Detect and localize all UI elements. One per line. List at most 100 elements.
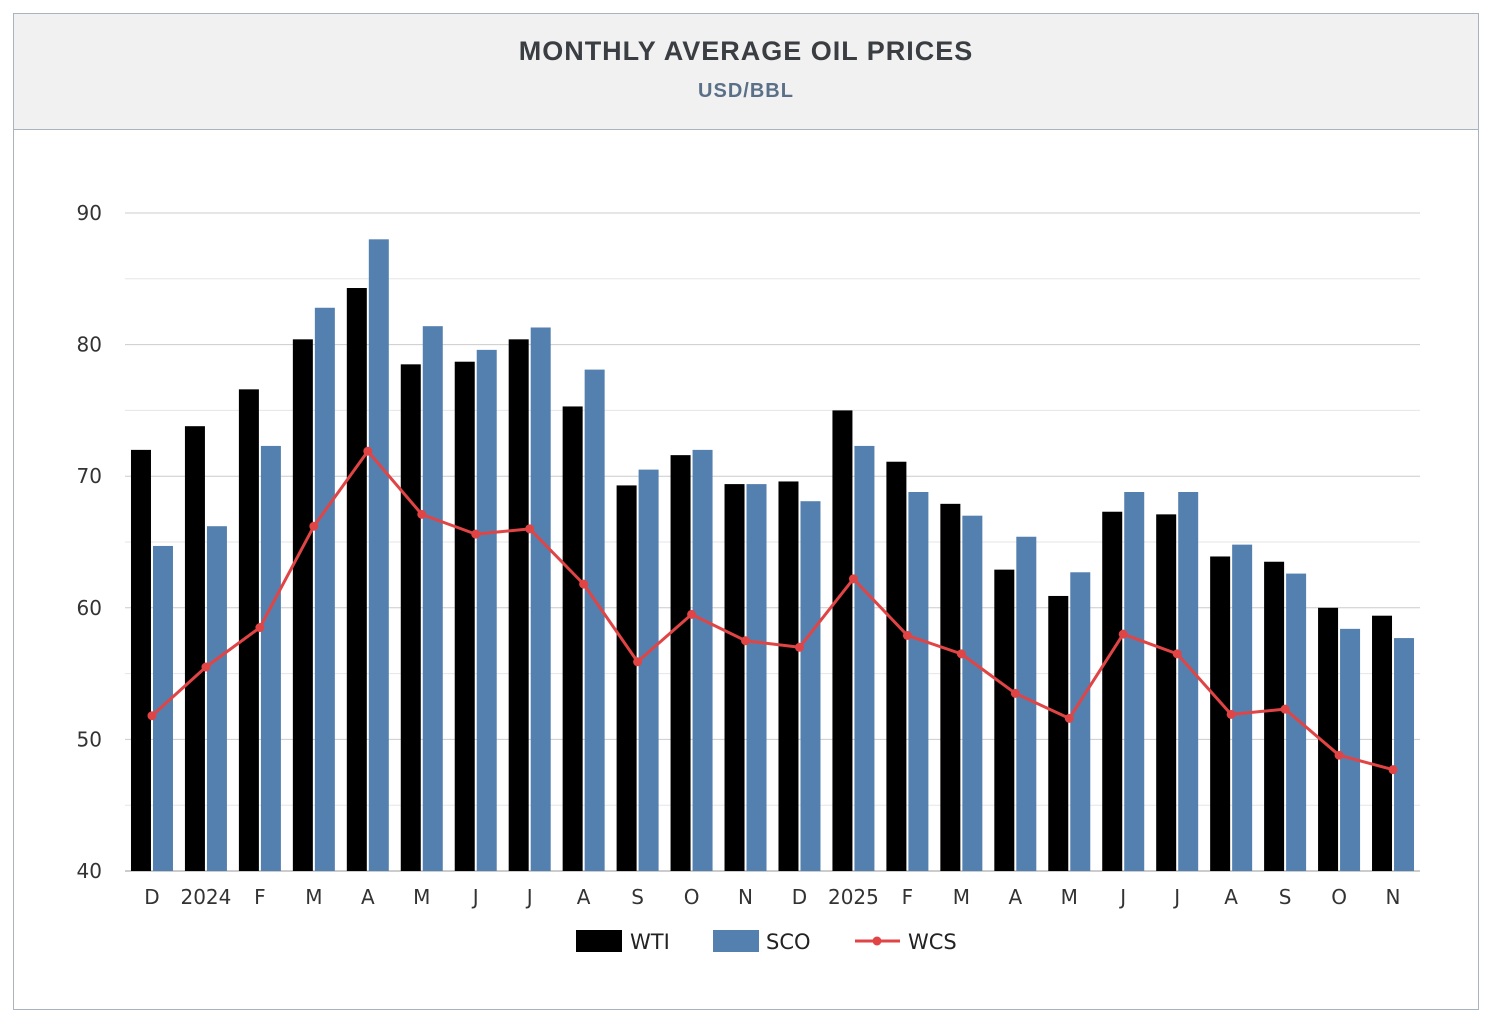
- bar-sco: [206, 526, 227, 871]
- legend-swatch-sco: [713, 930, 759, 952]
- bar-wti: [1102, 511, 1123, 871]
- point-wcs: [956, 649, 966, 659]
- x-tick-label: J: [525, 885, 533, 909]
- point-wcs: [1172, 649, 1182, 659]
- bar-sco: [1394, 638, 1415, 871]
- point-wcs: [1226, 709, 1236, 719]
- bar-sco: [1286, 573, 1307, 871]
- point-wcs: [255, 623, 265, 633]
- point-wcs: [687, 609, 697, 619]
- y-tick-label: 90: [77, 201, 102, 225]
- bar-sco: [1016, 536, 1037, 871]
- bar-wti: [1318, 607, 1339, 871]
- bar-wti: [238, 389, 259, 871]
- point-wcs: [1118, 629, 1128, 639]
- bar-wti: [940, 503, 961, 871]
- bar-wti: [778, 481, 799, 871]
- x-tick-label: D: [792, 885, 807, 909]
- bar-wti: [454, 361, 475, 871]
- point-wcs: [201, 662, 211, 672]
- bar-wti: [616, 485, 637, 871]
- bar-wti: [508, 339, 529, 871]
- x-tick-label: A: [1008, 885, 1022, 909]
- x-tick-label: A: [577, 885, 591, 909]
- x-tick-label: O: [684, 885, 700, 909]
- x-tick-label: S: [1279, 885, 1292, 909]
- bar-sco: [692, 449, 713, 871]
- bar-sco: [1124, 491, 1145, 871]
- bar-sco: [476, 349, 497, 871]
- bar-sco: [962, 515, 983, 871]
- x-tick-label: M: [953, 885, 970, 909]
- point-wcs: [525, 524, 535, 534]
- bar-sco: [530, 327, 551, 871]
- bar-wti: [346, 288, 367, 872]
- chart-subtitle: USD/BBL: [698, 80, 794, 102]
- x-tick-label: F: [254, 885, 266, 909]
- point-wcs: [1280, 704, 1290, 714]
- x-tick-label: D: [144, 885, 159, 909]
- bar-sco: [638, 469, 659, 871]
- series-line-wcs: [150, 449, 1394, 772]
- bar-wti: [184, 426, 205, 871]
- x-tick-label: S: [631, 885, 644, 909]
- x-tick-label: A: [361, 885, 375, 909]
- y-tick-label: 40: [77, 859, 102, 883]
- bar-wti: [1372, 615, 1393, 871]
- point-wcs: [471, 529, 481, 539]
- bar-wti: [1264, 561, 1285, 871]
- point-wcs: [741, 636, 751, 646]
- chart-header: MONTHLY AVERAGE OIL PRICES USD/BBL: [14, 14, 1478, 130]
- point-wcs: [902, 630, 912, 640]
- x-tick-label: N: [738, 885, 753, 909]
- bar-sco: [422, 326, 443, 871]
- bar-sco: [800, 501, 821, 871]
- x-tick-label: F: [902, 885, 914, 909]
- point-wcs: [848, 574, 858, 584]
- chart-title: MONTHLY AVERAGE OIL PRICES: [518, 36, 974, 66]
- y-tick-label: 70: [77, 464, 102, 488]
- y-tick-label: 50: [77, 727, 102, 751]
- bar-wti: [724, 484, 745, 871]
- point-wcs: [579, 579, 589, 589]
- legend-label-wcs: WCS: [908, 930, 957, 954]
- point-wcs: [363, 446, 373, 456]
- bar-sco: [746, 484, 767, 871]
- bar-sco: [908, 491, 929, 871]
- legend-marker-wcs: [872, 936, 882, 946]
- bar-wti: [1156, 514, 1177, 871]
- x-tick-label: 2024: [180, 885, 231, 909]
- bar-wti: [1210, 556, 1231, 871]
- bar-wti: [670, 455, 691, 871]
- point-wcs: [794, 642, 804, 652]
- x-tick-label: J: [1118, 885, 1126, 909]
- x-tick-label: M: [413, 885, 430, 909]
- bar-wti: [994, 569, 1015, 871]
- x-tick-label: J: [1172, 885, 1180, 909]
- x-tick-label: O: [1331, 885, 1347, 909]
- bar-sco: [584, 369, 605, 871]
- bar-sco: [152, 545, 173, 871]
- x-tick-label: M: [1061, 885, 1078, 909]
- point-wcs: [309, 521, 319, 531]
- bar-sco: [368, 239, 389, 871]
- bar-wti: [130, 449, 151, 871]
- point-wcs: [147, 711, 157, 721]
- bar-sco: [314, 307, 335, 871]
- bar-sco: [260, 445, 281, 871]
- legend-label-sco: SCO: [766, 930, 811, 954]
- bar-sco: [1070, 572, 1091, 871]
- y-tick-label: 80: [77, 333, 102, 357]
- bar-wti: [1048, 595, 1069, 871]
- point-wcs: [417, 509, 427, 519]
- bar-wti: [886, 461, 907, 871]
- point-wcs: [1388, 765, 1398, 775]
- x-tick-label: N: [1386, 885, 1401, 909]
- bar-sco: [1232, 544, 1253, 871]
- point-wcs: [1064, 713, 1074, 723]
- bar-wti: [832, 410, 853, 871]
- x-tick-label: M: [305, 885, 322, 909]
- point-wcs: [1010, 688, 1020, 698]
- bar-sco: [854, 445, 875, 871]
